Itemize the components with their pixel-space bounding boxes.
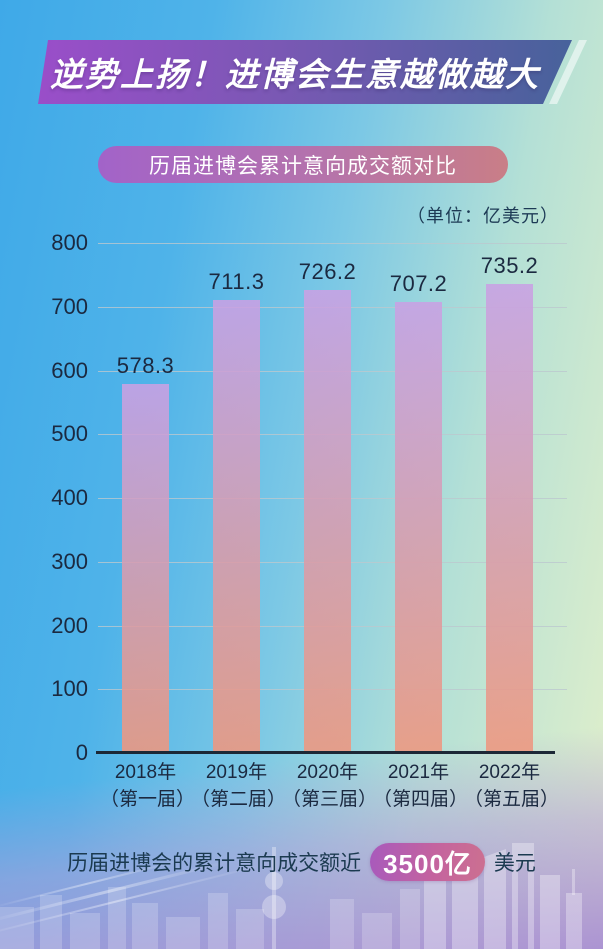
- chart-title: 历届进博会累计意向成交额对比: [149, 154, 457, 178]
- unit-label: （单位：亿美元）: [407, 206, 559, 226]
- footer-suffix: 美元: [493, 852, 536, 875]
- bar: [486, 284, 533, 753]
- y-tick-label: 200: [51, 612, 88, 638]
- x-axis-line: [96, 751, 555, 754]
- x-tick-label: 2018年 （第一届）: [100, 762, 196, 810]
- bar-value-label: 578.3: [116, 353, 175, 379]
- x-tick-label: 2019年 （第二届）: [191, 762, 287, 810]
- footer-highlight-pill: 3500亿: [370, 843, 485, 881]
- page-title: 逆势上扬！进博会生意越做越大: [50, 56, 540, 93]
- y-tick-label: 600: [51, 357, 88, 383]
- footer-prefix: 历届进博会的累计意向成交额近: [67, 852, 362, 875]
- bar: [304, 290, 351, 753]
- bar-value-label: 707.2: [389, 271, 448, 297]
- x-tick-label: 2021年 （第四届）: [373, 762, 469, 810]
- bar-value-label: 735.2: [480, 253, 539, 279]
- gridline: [98, 243, 567, 244]
- chart-title-pill: 历届进博会累计意向成交额对比: [98, 146, 508, 183]
- bar-value-label: 711.3: [208, 268, 265, 294]
- y-tick-label: 400: [51, 485, 88, 510]
- footer-caption: 历届进博会的累计意向成交额近 3500亿 美元: [0, 843, 603, 881]
- bar: [213, 299, 260, 753]
- y-tick-label: 500: [51, 421, 88, 447]
- y-tick-label: 700: [51, 293, 88, 319]
- title-banner: [38, 40, 572, 104]
- x-tick-label: 2020年 （第三届）: [282, 762, 378, 810]
- y-tick-label: 100: [51, 676, 88, 702]
- x-tick-label: 2022年 （第五届）: [464, 762, 560, 810]
- plot-area: 0 100 200 300 400 500 600 700 800 578.3 2018年 （第一届）…: [51, 230, 567, 810]
- y-tick-label: 800: [51, 230, 88, 255]
- bar-value-label: 726.2: [298, 259, 357, 285]
- y-tick-label: 300: [51, 548, 88, 574]
- bar: [122, 384, 169, 753]
- y-tick-label: 0: [75, 740, 88, 765]
- bar: [395, 302, 442, 753]
